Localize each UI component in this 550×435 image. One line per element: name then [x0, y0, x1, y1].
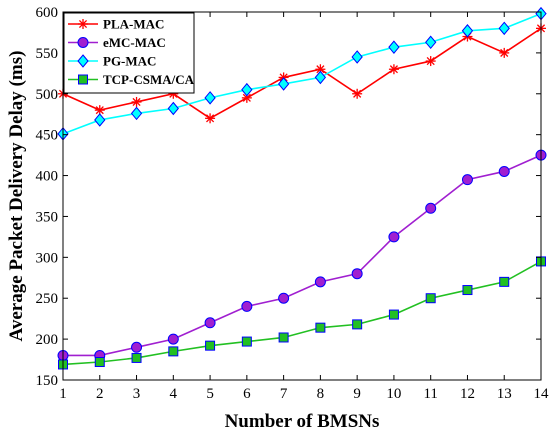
- data-point-tcp-csma-ca: [205, 340, 216, 351]
- series-line-pla-mac: [62, 27, 542, 120]
- legend-marker: [78, 74, 88, 85]
- data-point-tcp-csma-ca: [131, 352, 142, 363]
- legend-label: TCP-CSMA/CA: [103, 72, 195, 87]
- x-tick-label: 4: [170, 386, 178, 402]
- series-layer: [57, 6, 547, 370]
- data-point-tcp-csma-ca: [499, 276, 510, 287]
- x-tick-label: 6: [243, 386, 251, 402]
- ticks-layer: 1 2 3 4 5 6 7 8 9 10 11 12 13 14150200250300350400450…: [36, 5, 550, 402]
- x-tick-label: 11: [423, 386, 437, 402]
- data-point-tcp-csma-ca: [278, 332, 289, 343]
- data-point-pg-mac: [461, 24, 474, 38]
- legend-entry-tcp-csma-ca: TCP-CSMA/CA: [68, 72, 195, 87]
- y-tick-label: 150: [36, 373, 59, 389]
- data-point-emc-mac: [498, 165, 510, 177]
- x-tick-label: 14: [534, 386, 550, 402]
- data-point-tcp-csma-ca: [315, 322, 326, 333]
- data-point-emc-mac: [167, 333, 179, 345]
- data-point-pla-mac: [205, 113, 216, 124]
- data-point-emc-mac: [278, 292, 290, 304]
- legend: PLA-MAC eMC-MAC PG-MAC TCP-CSMA/CA: [63, 12, 195, 94]
- x-tick-label: 5: [206, 386, 214, 402]
- data-point-tcp-csma-ca: [462, 285, 473, 296]
- data-point-pla-mac: [352, 88, 363, 99]
- data-point-emc-mac: [351, 268, 363, 280]
- y-axis-title: Average Packet Delivery Delay (ms): [6, 51, 27, 342]
- data-point-pg-mac: [425, 35, 437, 50]
- legend-entry-pg-mac: PG-MAC: [68, 54, 156, 69]
- data-point-tcp-csma-ca: [94, 357, 105, 368]
- data-point-pg-mac: [94, 113, 106, 127]
- y-tick-label: 400: [36, 169, 59, 185]
- data-point-pla-mac: [315, 64, 326, 75]
- data-point-pla-mac: [131, 96, 142, 107]
- x-tick-label: 7: [280, 386, 288, 402]
- data-point-pg-mac: [351, 50, 363, 64]
- series-line-pg-mac: [62, 12, 542, 135]
- data-point-emc-mac: [461, 174, 473, 186]
- data-point-pg-mac: [241, 82, 253, 97]
- data-point-emc-mac: [204, 317, 216, 329]
- y-tick-label: 300: [36, 250, 59, 266]
- x-tick-label: 10: [386, 386, 401, 402]
- y-tick-label: 500: [36, 87, 59, 103]
- legend-entry-emc-mac: eMC-MAC: [68, 35, 166, 50]
- data-point-emc-mac: [131, 341, 143, 353]
- data-point-pg-mac: [167, 101, 179, 116]
- data-point-tcp-csma-ca: [425, 293, 436, 304]
- data-point-tcp-csma-ca: [388, 309, 399, 320]
- data-point-pg-mac: [204, 91, 216, 105]
- y-tick-label: 250: [36, 291, 59, 307]
- x-tick-label: 1: [59, 386, 67, 402]
- data-point-tcp-csma-ca: [241, 336, 252, 347]
- data-point-emc-mac: [388, 231, 400, 243]
- data-point-emc-mac: [425, 202, 437, 214]
- data-point-emc-mac: [314, 276, 326, 288]
- data-point-pg-mac: [130, 106, 143, 121]
- data-point-emc-mac: [241, 300, 253, 312]
- legend-label: eMC-MAC: [103, 35, 166, 50]
- data-point-tcp-csma-ca: [352, 319, 363, 330]
- x-tick-label: 2: [96, 386, 104, 402]
- x-tick-label: 9: [353, 386, 361, 402]
- legend-entry-pla-mac: PLA-MAC: [68, 17, 164, 32]
- x-tick-label: 8: [317, 386, 325, 402]
- series-line-emc-mac: [63, 154, 542, 357]
- y-tick-label: 600: [36, 5, 59, 21]
- x-tick-label: 3: [133, 386, 141, 402]
- data-point-tcp-csma-ca: [168, 346, 179, 357]
- data-point-pla-mac: [499, 47, 510, 58]
- data-point-pg-mac: [498, 21, 510, 36]
- data-point-pg-mac: [314, 70, 327, 85]
- legend-label: PG-MAC: [103, 54, 156, 69]
- legend-marker: [77, 54, 89, 68]
- legend-label: PLA-MAC: [103, 17, 164, 32]
- data-point-pla-mac: [425, 56, 436, 67]
- x-axis-title: Number of BMSNs: [225, 411, 380, 432]
- legend-marker: [77, 37, 89, 48]
- legend-marker: [78, 19, 88, 29]
- y-tick-label: 200: [36, 332, 59, 348]
- y-tick-label: 550: [36, 46, 59, 62]
- series-line-tcp-csma-ca: [62, 260, 542, 366]
- y-tick-label: 450: [36, 128, 59, 144]
- y-tick-label: 350: [36, 209, 59, 225]
- data-point-pg-mac: [277, 77, 290, 91]
- x-tick-label: 13: [497, 386, 512, 402]
- x-tick-label: 12: [460, 386, 475, 402]
- data-point-pg-mac: [388, 40, 400, 54]
- data-point-pla-mac: [388, 64, 399, 75]
- plot-frame: [62, 11, 542, 381]
